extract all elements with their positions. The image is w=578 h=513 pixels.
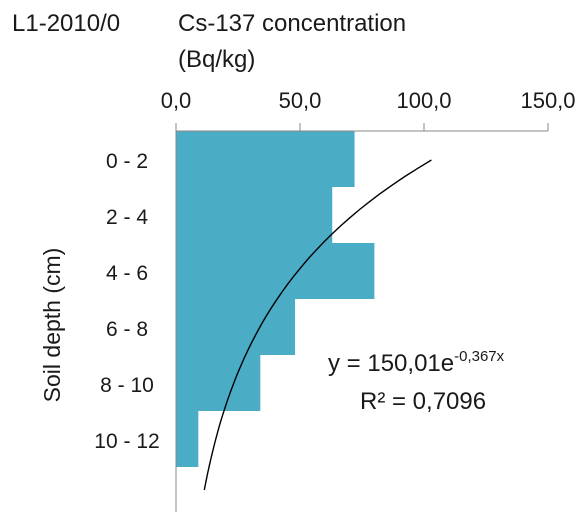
panel-label: L1-2010/0 xyxy=(12,10,121,37)
x-tick-label: 150,0 xyxy=(520,88,575,113)
trendline-r2: R² = 0,7096 xyxy=(360,388,486,415)
x-tick-label: 100,0 xyxy=(396,88,451,113)
bar-group xyxy=(176,131,375,467)
category-label: 10 - 12 xyxy=(94,430,159,453)
bar-2-4 xyxy=(176,187,333,243)
category-label: 0 - 2 xyxy=(106,150,148,173)
x-tick-label: 50,0 xyxy=(279,88,322,113)
y-category-labels: 0 - 2 2 - 4 4 - 6 6 - 8 8 - 10 10 - 12 xyxy=(94,150,159,453)
x-tick-group: 0,0 50,0 100,0 150,0 xyxy=(161,88,576,131)
trendline-equation-base: y = 150,01e xyxy=(328,350,454,377)
bar-8-10 xyxy=(176,355,261,411)
bar-4-6 xyxy=(176,243,375,299)
category-label: 4 - 6 xyxy=(106,262,148,285)
chart-title-line-1: Cs-137 concentration xyxy=(178,10,407,37)
bar-0-2 xyxy=(176,131,355,187)
bar-10-12 xyxy=(176,411,199,467)
category-label: 8 - 10 xyxy=(100,374,154,397)
chart-title-line-2: (Bq/kg) xyxy=(178,46,256,73)
axes xyxy=(175,130,548,512)
trendline xyxy=(203,159,432,491)
trendline-equation: y = 150,01e-0,367x xyxy=(328,348,505,377)
bar-6-8 xyxy=(176,299,296,355)
x-tick-label: 0,0 xyxy=(161,88,192,113)
category-label: 6 - 8 xyxy=(106,318,148,341)
category-label: 2 - 4 xyxy=(106,206,148,229)
trendline-equation-exponent: -0,367x xyxy=(454,348,505,365)
y-axis-label: Soil depth (cm) xyxy=(39,248,65,403)
